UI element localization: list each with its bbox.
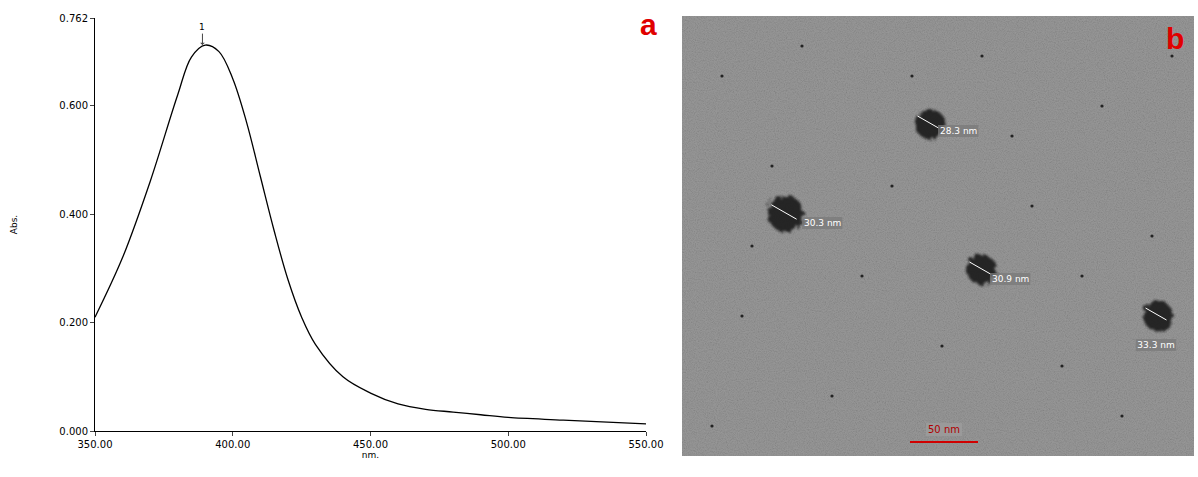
svg-text:0.600: 0.600 [59, 100, 88, 111]
svg-text:33.3 nm: 33.3 nm [1137, 340, 1174, 350]
svg-text:1: 1 [199, 22, 205, 32]
svg-text:0.400: 0.400 [59, 209, 88, 220]
svg-text:50 nm: 50 nm [928, 424, 960, 435]
svg-text:450.00: 450.00 [353, 439, 388, 450]
svg-text:nm.: nm. [362, 450, 379, 460]
html-text:b: b [1166, 22, 1185, 55]
svg-text:0.200: 0.200 [59, 317, 88, 328]
svg-text:30.3 nm: 30.3 nm [804, 218, 841, 228]
svg-text:Abs.: Abs. [9, 215, 19, 234]
svg-text:28.3 nm: 28.3 nm [940, 126, 977, 136]
svg-text:500.00: 500.00 [491, 439, 526, 450]
svg-text:0.762: 0.762 [59, 13, 88, 24]
svg-text:550.00: 550.00 [629, 439, 664, 450]
svg-text:30.9 nm: 30.9 nm [992, 274, 1029, 284]
svg-text:350.00: 350.00 [78, 439, 113, 450]
svg-text:400.00: 400.00 [215, 439, 250, 450]
svg-text:0.000: 0.000 [59, 426, 88, 437]
html-text:a: a [640, 8, 657, 41]
